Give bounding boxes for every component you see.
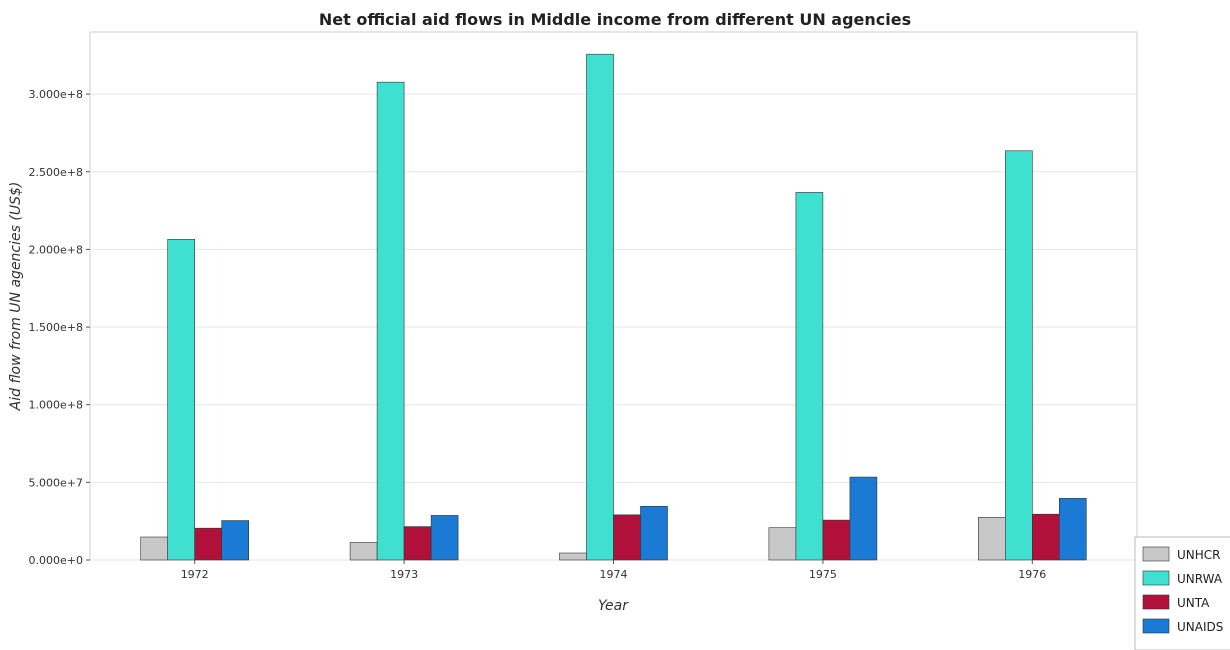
legend-swatch-unaids — [1142, 618, 1170, 634]
legend-label-unrwa: UNRWA — [1177, 572, 1223, 586]
bar-unhcr-1976 — [977, 516, 1006, 561]
y-tick-label: 0.000e+0 — [29, 554, 83, 567]
bar-unhcr-1974 — [559, 552, 587, 561]
bar-unaids-1976 — [1059, 498, 1087, 561]
x-axis-label: Year — [598, 598, 629, 614]
legend-swatch-unhcr — [1142, 546, 1170, 562]
bar-unaids-1974 — [640, 505, 668, 561]
y-tick-label: 1.000e+8 — [29, 399, 83, 412]
bar-unrwa-1974 — [586, 53, 614, 561]
bar-unrwa-1976 — [1004, 150, 1033, 561]
bar-unrwa-1972 — [167, 239, 195, 561]
bar-unaids-1973 — [430, 515, 459, 561]
legend-label-unta: UNTA — [1177, 596, 1210, 610]
y-axis-label: Aid flow from UN agencies (US$) — [8, 182, 24, 412]
x-tick-label: 1972 — [181, 568, 209, 581]
legend: UNHCR UNRWA UNTA UNAIDS — [1134, 536, 1230, 650]
bar-unta-1976 — [1032, 513, 1060, 561]
legend-label-unaids: UNAIDS — [1177, 620, 1223, 634]
x-axis-ticks: 1972 1973 1974 1975 1976 — [181, 560, 1046, 581]
legend-swatch-unta — [1142, 594, 1170, 610]
bar-unta-1975 — [822, 519, 851, 561]
bars — [140, 53, 1087, 561]
y-tick-label: 1.500e+8 — [29, 321, 83, 334]
bar-unrwa-1975 — [795, 192, 824, 561]
bar-unrwa-1973 — [376, 81, 405, 561]
legend-label-unhcr: UNHCR — [1177, 548, 1221, 562]
y-tick-label: 2.000e+8 — [29, 243, 83, 256]
legend-swatch-unrwa — [1142, 570, 1170, 586]
bar-unhcr-1972 — [140, 536, 168, 561]
x-tick-label: 1975 — [809, 568, 837, 581]
bar-unaids-1972 — [221, 520, 249, 561]
y-axis-ticks: 0.000e+0 5.000e+7 1.000e+8 1.500e+8 2.000e+8… — [29, 88, 90, 567]
x-tick-label: 1973 — [390, 568, 418, 581]
chart-title: Net official aid flows in Middle income … — [319, 10, 911, 29]
y-tick-label: 2.500e+8 — [29, 166, 83, 179]
bar-unta-1974 — [613, 514, 641, 561]
x-tick-label: 1976 — [1018, 568, 1046, 581]
y-tick-label: 3.000e+8 — [29, 88, 83, 101]
x-tick-label: 1974 — [600, 568, 628, 581]
bar-unhcr-1973 — [349, 542, 378, 561]
bar-unta-1972 — [194, 527, 222, 561]
bar-unaids-1975 — [849, 476, 878, 561]
y-tick-label: 5.000e+7 — [29, 476, 83, 489]
bar-unhcr-1975 — [768, 527, 797, 561]
bar-unta-1973 — [403, 526, 432, 561]
